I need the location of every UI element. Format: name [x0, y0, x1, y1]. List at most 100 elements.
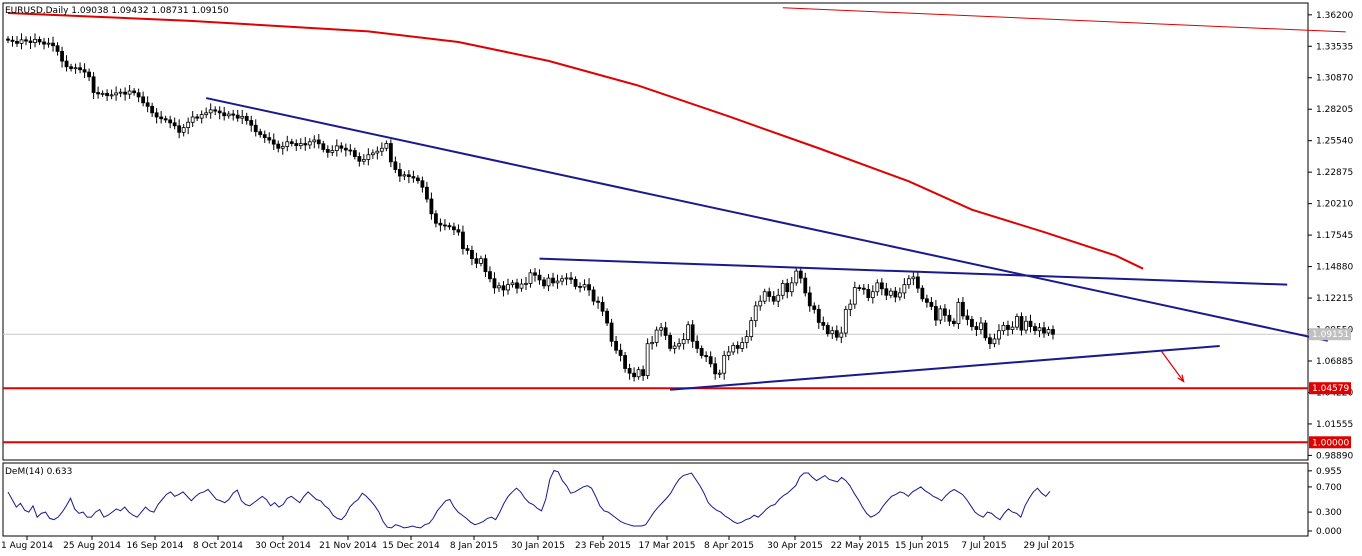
candle-body — [663, 327, 668, 336]
candle-body — [645, 343, 650, 376]
candle-body — [668, 335, 673, 349]
trendline[interactable] — [539, 257, 1288, 286]
candles-group — [6, 33, 1055, 382]
candle-body — [961, 301, 965, 317]
x-tick-label: 30 Oct 2014 — [255, 541, 311, 551]
x-tick-label: 15 Jun 2015 — [895, 541, 949, 551]
candle-body — [582, 284, 587, 288]
candle-body — [51, 42, 55, 47]
moving-average-line — [7, 12, 1144, 270]
candle-body — [443, 224, 447, 227]
candle-body — [537, 274, 542, 281]
candle-body — [249, 120, 254, 126]
long-moving-average-line — [782, 7, 1346, 33]
candle-body — [1015, 316, 1019, 328]
y-tick-label: 1.20210 — [1316, 200, 1353, 210]
candle-body — [884, 288, 889, 296]
candle-body — [334, 145, 339, 152]
candle-body — [240, 115, 245, 119]
price-marker — [1309, 328, 1351, 341]
candle-body — [461, 231, 465, 250]
candle-body — [677, 343, 682, 347]
y-tick-label: 1.06885 — [1316, 357, 1353, 367]
candle-body — [60, 51, 64, 62]
candle-body — [627, 368, 632, 374]
candle-body — [524, 283, 528, 285]
candle-body — [821, 322, 826, 326]
candle-body — [560, 278, 564, 282]
candle-body — [447, 225, 452, 228]
candle-body — [244, 115, 249, 121]
candle-body — [488, 271, 492, 280]
candle-body — [361, 159, 366, 162]
dem-y-tick-label: 0.700 — [1316, 483, 1342, 493]
candle-body — [1046, 329, 1051, 334]
candle-body — [992, 338, 997, 345]
candle-body — [722, 355, 727, 374]
y-tick-label: 1.14880 — [1316, 263, 1353, 273]
candle-body — [231, 113, 236, 116]
price-marker-label: 1.09151 — [1312, 330, 1349, 340]
candle-body — [807, 292, 812, 307]
candle-body — [794, 270, 799, 284]
candle-body — [159, 116, 164, 120]
candle-body — [830, 330, 835, 335]
candle-body — [186, 121, 191, 128]
candle-body — [199, 114, 204, 119]
candle-body — [172, 122, 177, 127]
candle-body — [366, 154, 371, 160]
candle-body — [501, 285, 506, 291]
candle-body — [875, 282, 880, 293]
price-marker-label: 1.00000 — [1312, 438, 1349, 448]
candle-body — [843, 309, 848, 334]
candle-body — [852, 287, 857, 305]
x-tick-label: 17 Mar 2015 — [638, 541, 695, 551]
candle-body — [24, 39, 28, 42]
candle-body — [785, 283, 790, 293]
candle-body — [267, 137, 272, 141]
candle-body — [384, 143, 389, 149]
candle-body — [91, 76, 96, 93]
y-tick-label: 1.01555 — [1316, 420, 1353, 430]
candle-body — [1037, 327, 1042, 332]
x-tick-label: 30 Apr 2015 — [767, 541, 823, 551]
candle-body — [542, 279, 546, 287]
candle-body — [10, 39, 15, 42]
trendline[interactable] — [205, 97, 1328, 342]
candle-body — [861, 287, 866, 290]
candle-body — [605, 310, 609, 324]
candle-body — [1001, 324, 1006, 332]
x-tick-label: 23 Feb 2015 — [575, 541, 631, 551]
candle-body — [19, 39, 24, 44]
candle-body — [929, 301, 934, 307]
candle-body — [312, 139, 317, 143]
candle-body — [924, 298, 929, 303]
candle-body — [415, 177, 420, 182]
candle-body — [217, 110, 222, 114]
candle-body — [780, 283, 785, 296]
candle-body — [357, 156, 362, 162]
candle-body — [370, 152, 375, 156]
candle-body — [672, 345, 677, 349]
candle-body — [226, 113, 231, 117]
candle-body — [262, 134, 267, 139]
candle-body — [141, 96, 146, 104]
candle-body — [393, 161, 398, 170]
candle-body — [258, 131, 263, 136]
candle-body — [767, 291, 772, 297]
y-tick-label: 0.98890 — [1316, 451, 1353, 461]
x-tick-label: 29 Jul 2015 — [1024, 541, 1075, 551]
candle-body — [100, 92, 105, 95]
candle-body — [352, 150, 357, 157]
candle-body — [1024, 320, 1028, 331]
trendline[interactable] — [670, 345, 1220, 391]
candle-body — [600, 301, 605, 312]
candle-body — [789, 282, 794, 293]
candle-body — [641, 369, 646, 376]
candle-body — [690, 324, 695, 342]
candle-body — [375, 150, 380, 154]
candle-body — [474, 258, 479, 264]
candle-body — [325, 149, 330, 153]
